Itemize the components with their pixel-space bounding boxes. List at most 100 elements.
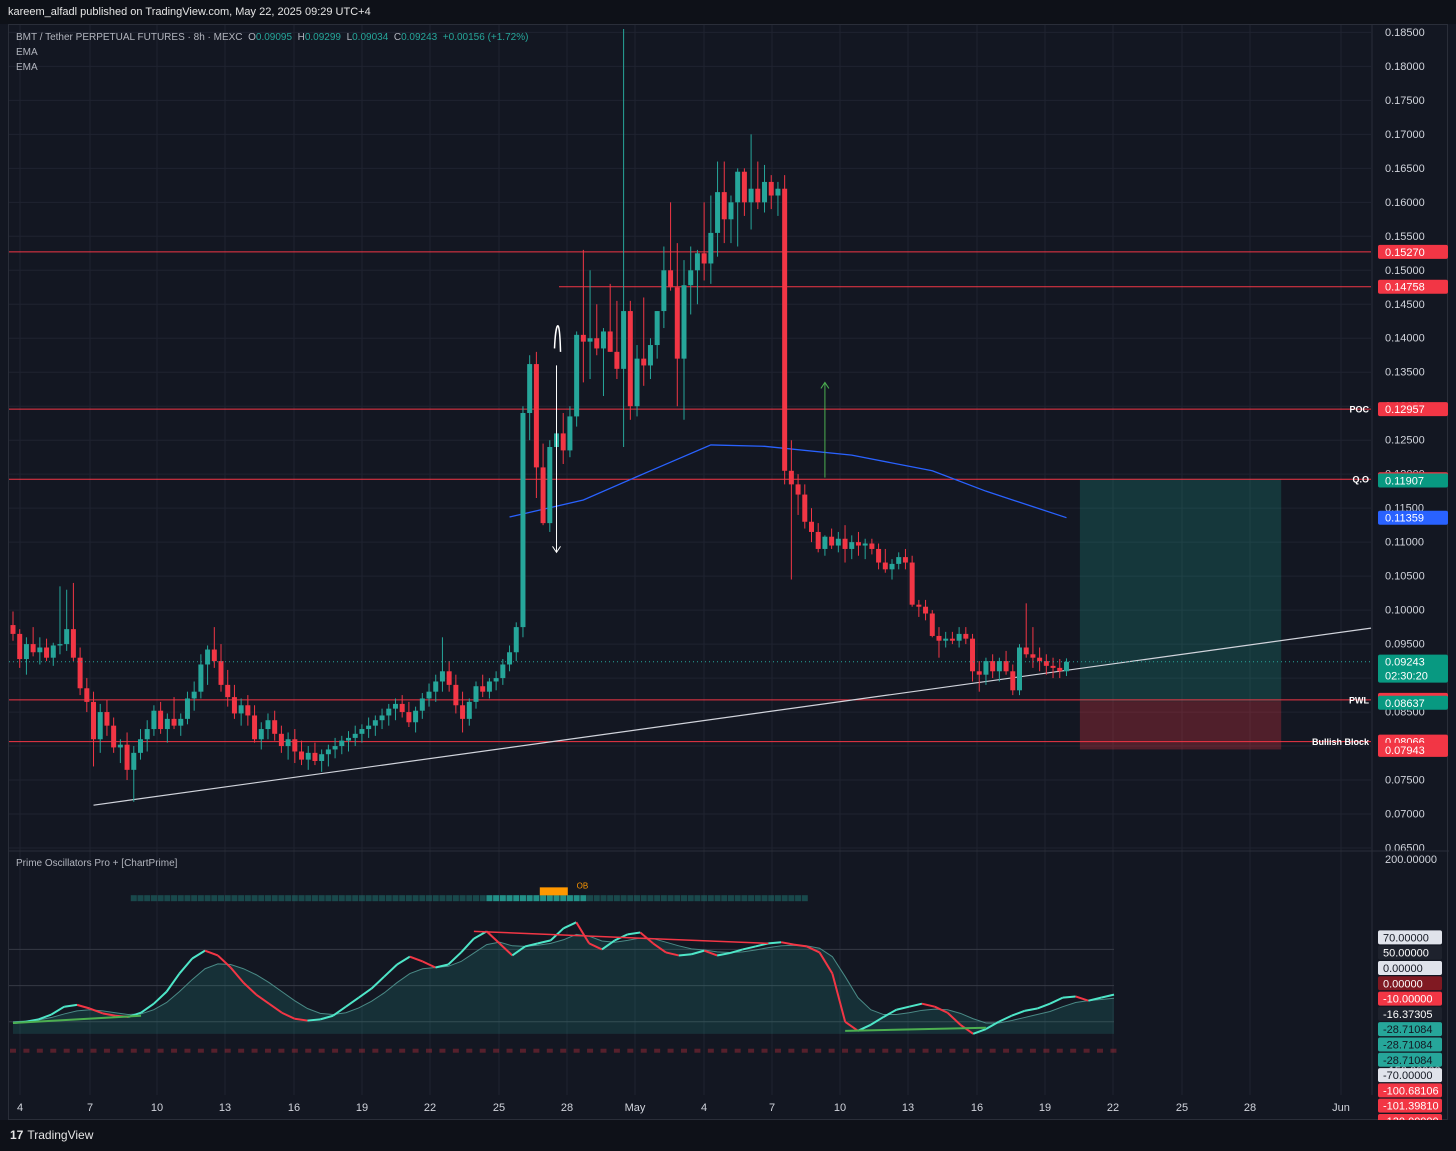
- osc-main-line[interactable]: [921, 1002, 935, 1008]
- candle-body[interactable]: [936, 635, 942, 641]
- osc-main-line[interactable]: [627, 931, 641, 936]
- target-zone[interactable]: [1079, 479, 1282, 702]
- osc-main-line[interactable]: [242, 981, 257, 996]
- osc-main-line[interactable]: [460, 937, 475, 954]
- candle-body[interactable]: [882, 562, 888, 570]
- candle-body[interactable]: [674, 287, 680, 359]
- osc-main-line[interactable]: [563, 921, 577, 930]
- candle-body[interactable]: [292, 739, 298, 752]
- candle-body[interactable]: [1017, 647, 1022, 691]
- osc-main-line[interactable]: [729, 948, 744, 955]
- candle-body[interactable]: [23, 644, 29, 660]
- osc-main-line[interactable]: [383, 963, 398, 978]
- candle-body[interactable]: [889, 563, 895, 570]
- osc-main-line[interactable]: [870, 1016, 885, 1026]
- candle-body[interactable]: [238, 705, 244, 714]
- osc-main-line[interactable]: [89, 1007, 103, 1015]
- candle-body[interactable]: [876, 548, 882, 563]
- candle-body[interactable]: [1023, 647, 1029, 655]
- osc-main-line[interactable]: [217, 954, 232, 969]
- candle-body[interactable]: [1003, 661, 1009, 672]
- candle-body[interactable]: [688, 270, 694, 286]
- candle-body[interactable]: [902, 557, 908, 563]
- candle-body[interactable]: [104, 712, 110, 726]
- candle-body[interactable]: [285, 739, 291, 747]
- candle-body[interactable]: [198, 664, 204, 692]
- osc-main-line[interactable]: [972, 1028, 987, 1035]
- osc-main-line[interactable]: [1011, 1009, 1025, 1017]
- osc-main-line[interactable]: [908, 1002, 923, 1008]
- candle-body[interactable]: [144, 729, 150, 740]
- support-trendline[interactable]: [93, 627, 1372, 806]
- candle-body[interactable]: [956, 633, 962, 641]
- candle-body[interactable]: [909, 562, 915, 605]
- osc-main-line[interactable]: [691, 949, 705, 956]
- candle-body[interactable]: [50, 645, 56, 658]
- osc-main-line[interactable]: [38, 1013, 52, 1021]
- candle-body[interactable]: [795, 484, 801, 495]
- candle-body[interactable]: [741, 171, 747, 203]
- osc-main-line[interactable]: [140, 1002, 155, 1014]
- osc-main-line[interactable]: [768, 941, 782, 945]
- candle-body[interactable]: [137, 739, 143, 753]
- osc-main-line[interactable]: [165, 972, 181, 993]
- candle-body[interactable]: [97, 712, 103, 740]
- osc-main-line[interactable]: [396, 955, 411, 966]
- osc-main-line[interactable]: [498, 942, 513, 957]
- candle-body[interactable]: [842, 538, 848, 549]
- candle-body[interactable]: [245, 705, 251, 716]
- candle-body[interactable]: [413, 710, 419, 723]
- candle-body[interactable]: [10, 625, 16, 634]
- candle-body[interactable]: [728, 202, 734, 220]
- osc-main-line[interactable]: [716, 952, 731, 957]
- candle-body[interactable]: [802, 494, 808, 522]
- osc-main-line[interactable]: [818, 951, 834, 975]
- osc-main-line[interactable]: [178, 957, 193, 975]
- candle-body[interactable]: [111, 725, 117, 748]
- candle-body[interactable]: [943, 638, 949, 641]
- candle-body[interactable]: [916, 604, 922, 607]
- candle-body[interactable]: [117, 744, 123, 748]
- candle-body[interactable]: [44, 647, 50, 658]
- candle-body[interactable]: [661, 270, 667, 312]
- osc-main-line[interactable]: [204, 949, 219, 957]
- oscillator-title[interactable]: Prime Oscillators Pro + [ChartPrime]: [16, 858, 178, 869]
- candle-body[interactable]: [681, 285, 687, 359]
- candle-body[interactable]: [540, 467, 546, 524]
- osc-main-line[interactable]: [76, 1003, 91, 1010]
- osc-main-line[interactable]: [703, 949, 718, 957]
- candle-body[interactable]: [1037, 657, 1043, 662]
- candle-body[interactable]: [647, 345, 653, 366]
- candle-body[interactable]: [748, 188, 754, 203]
- candle-body[interactable]: [131, 752, 137, 770]
- stop-zone[interactable]: [1079, 701, 1282, 750]
- candle-body[interactable]: [580, 334, 586, 342]
- candle-body[interactable]: [171, 718, 177, 726]
- osc-main-line[interactable]: [959, 1023, 974, 1035]
- candle-body[interactable]: [205, 649, 211, 665]
- candle-body[interactable]: [896, 557, 902, 564]
- osc-main-line[interactable]: [934, 1005, 948, 1014]
- candle-body[interactable]: [607, 331, 613, 352]
- candle-body[interactable]: [493, 678, 499, 682]
- candle-body[interactable]: [708, 232, 714, 264]
- candle-body[interactable]: [1057, 667, 1063, 672]
- osc-main-line[interactable]: [537, 939, 551, 945]
- osc-main-line[interactable]: [294, 1017, 308, 1022]
- candle-body[interactable]: [520, 413, 526, 628]
- candle-body[interactable]: [453, 684, 459, 706]
- osc-main-line[interactable]: [665, 951, 679, 957]
- osc-main-line[interactable]: [486, 930, 501, 945]
- osc-main-line[interactable]: [946, 1012, 962, 1026]
- chart-panel[interactable]: 0.18500 0.18000 0.17500 0.17000 0.16500 0.160…: [8, 24, 1449, 1121]
- candle-body[interactable]: [379, 715, 385, 721]
- osc-main-line[interactable]: [601, 939, 616, 951]
- osc-main-line[interactable]: [575, 921, 590, 944]
- candle-body[interactable]: [654, 311, 660, 346]
- candle-body[interactable]: [668, 270, 674, 288]
- osc-main-line[interactable]: [50, 1005, 65, 1016]
- osc-main-line[interactable]: [780, 941, 795, 946]
- candle-body[interactable]: [507, 652, 513, 665]
- osc-main-line[interactable]: [1088, 996, 1102, 1002]
- candle-body[interactable]: [158, 710, 164, 730]
